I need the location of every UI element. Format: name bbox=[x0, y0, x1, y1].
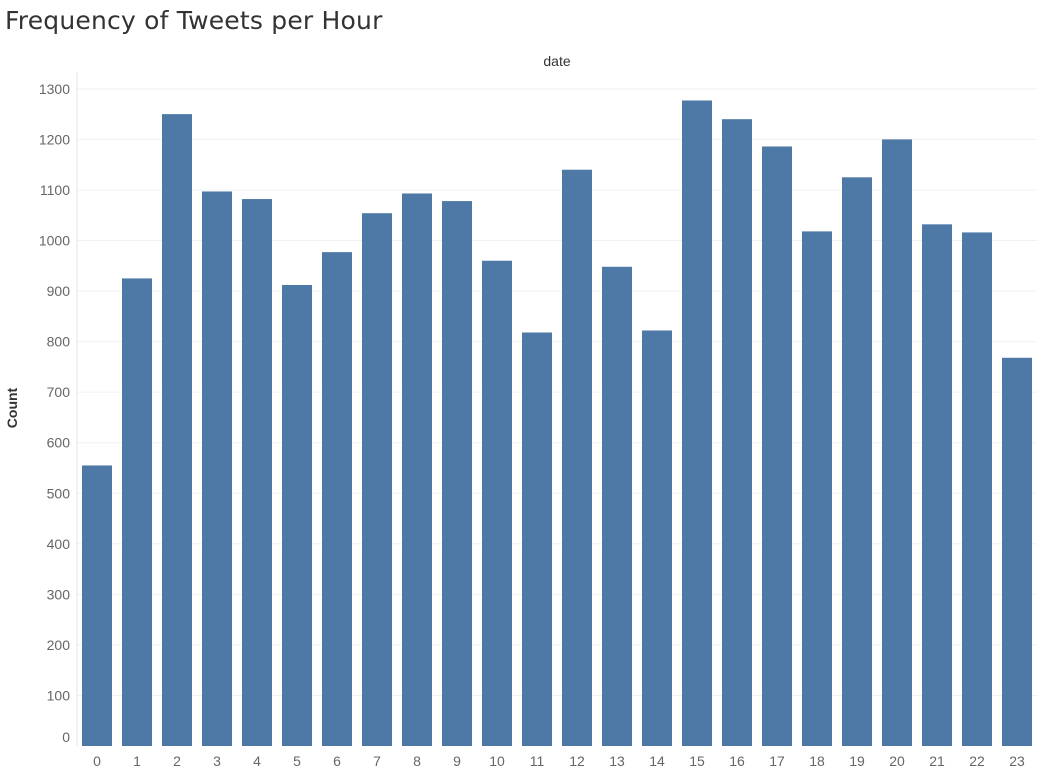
x-tick-label: 4 bbox=[253, 753, 261, 769]
y-tick-label: 100 bbox=[47, 687, 71, 703]
bar-hour-9[interactable] bbox=[442, 201, 472, 747]
gridlines bbox=[77, 88, 1037, 696]
bar-hour-21[interactable] bbox=[922, 224, 952, 747]
y-tick-label: 300 bbox=[47, 586, 71, 602]
x-tick-label: 3 bbox=[213, 753, 221, 769]
y-tick-label: 1300 bbox=[39, 81, 70, 97]
bars bbox=[82, 100, 1032, 747]
x-tick-label: 9 bbox=[453, 753, 461, 769]
x-tick-label: 13 bbox=[609, 753, 625, 769]
x-tick-label: 0 bbox=[93, 753, 101, 769]
bar-hour-23[interactable] bbox=[1002, 357, 1032, 746]
x-tick-label: 10 bbox=[489, 753, 505, 769]
bar-hour-13[interactable] bbox=[602, 266, 632, 746]
x-tick-label: 18 bbox=[809, 753, 825, 769]
y-tick-label: 200 bbox=[47, 637, 71, 653]
y-axis-title: Count bbox=[4, 387, 20, 428]
bar-hour-7[interactable] bbox=[362, 213, 392, 746]
y-tick-label: 800 bbox=[47, 334, 71, 350]
x-tick-label: 6 bbox=[333, 753, 341, 769]
x-tick-label: 22 bbox=[969, 753, 985, 769]
x-tick-label: 16 bbox=[729, 753, 745, 769]
x-tick-labels: 0 1 2 3 4 5 6 7 8 9 10 11 12 13 14 15 16 17 18 19 20 21 22 23 bbox=[93, 753, 1025, 769]
y-tick-label: 600 bbox=[47, 435, 71, 451]
x-tick-label: 1 bbox=[133, 753, 141, 769]
bar-hour-20[interactable] bbox=[882, 139, 912, 746]
x-tick-label: 12 bbox=[569, 753, 585, 769]
bar-hour-15[interactable] bbox=[682, 100, 712, 746]
bar-hour-16[interactable] bbox=[722, 119, 752, 747]
x-tick-label: 8 bbox=[413, 753, 421, 769]
column-header-label: date bbox=[543, 53, 570, 69]
x-tick-label: 5 bbox=[293, 753, 301, 769]
x-tick-label: 2 bbox=[173, 753, 181, 769]
bar-hour-5[interactable] bbox=[282, 284, 312, 746]
x-tick-label: 11 bbox=[530, 753, 545, 769]
x-tick-label: 15 bbox=[689, 753, 705, 769]
x-tick-label: 7 bbox=[373, 753, 381, 769]
x-tick-label: 20 bbox=[889, 753, 905, 769]
y-tick-labels: 0 100 200 300 400 500 600 700 800 900 1000 1100 1200… bbox=[39, 81, 70, 745]
bar-hour-12[interactable] bbox=[562, 169, 592, 747]
bar-hour-2[interactable] bbox=[162, 114, 192, 746]
bar-hour-22[interactable] bbox=[962, 232, 992, 747]
y-tick-label: 0 bbox=[62, 729, 70, 745]
bar-hour-17[interactable] bbox=[762, 146, 792, 747]
bar-hour-8[interactable] bbox=[402, 193, 432, 746]
y-tick-label: 400 bbox=[47, 536, 71, 552]
bar-hour-19[interactable] bbox=[842, 177, 872, 746]
bar-hour-14[interactable] bbox=[642, 330, 672, 746]
bar-hour-11[interactable] bbox=[522, 332, 552, 746]
bar-hour-0[interactable] bbox=[82, 465, 112, 746]
x-tick-label: 19 bbox=[849, 753, 865, 769]
bar-hour-10[interactable] bbox=[482, 260, 512, 746]
x-tick-label: 14 bbox=[649, 753, 665, 769]
y-tick-label: 1100 bbox=[40, 182, 70, 198]
bar-hour-3[interactable] bbox=[202, 191, 232, 747]
y-tick-label: 500 bbox=[47, 485, 71, 501]
x-tick-label: 17 bbox=[769, 753, 785, 769]
bar-hour-4[interactable] bbox=[242, 199, 272, 746]
x-tick-label: 21 bbox=[929, 753, 945, 769]
y-tick-label: 900 bbox=[47, 283, 71, 299]
bar-hour-1[interactable] bbox=[122, 278, 152, 746]
bar-hour-6[interactable] bbox=[322, 252, 352, 746]
y-tick-label: 700 bbox=[47, 384, 71, 400]
y-tick-label: 1200 bbox=[39, 131, 70, 147]
y-tick-label: 1000 bbox=[39, 233, 70, 249]
x-tick-label: 23 bbox=[1009, 753, 1025, 769]
chart-title: Frequency of Tweets per Hour bbox=[5, 6, 383, 35]
bar-hour-18[interactable] bbox=[802, 231, 832, 746]
